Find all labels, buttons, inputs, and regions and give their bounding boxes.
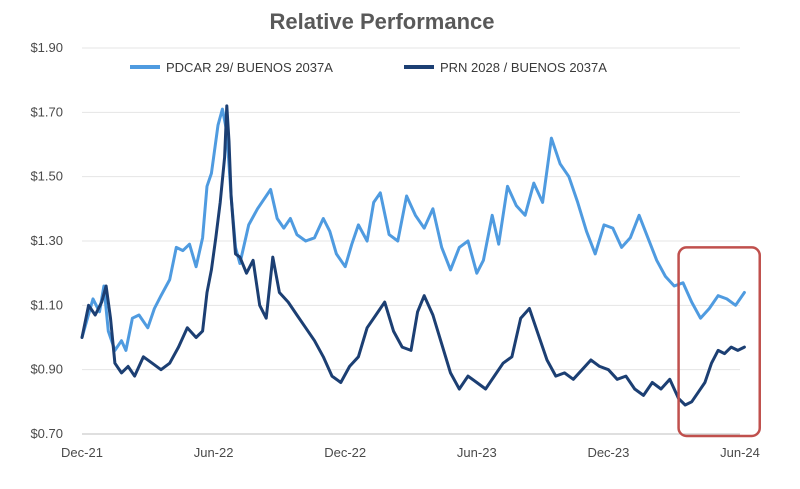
- chart-title: Relative Performance: [270, 9, 495, 34]
- y-tick-label: $1.70: [30, 104, 63, 119]
- y-tick-label: $1.10: [30, 297, 63, 312]
- x-tick-label: Jun-24: [720, 445, 760, 460]
- legend-label-prn: PRN 2028 / BUENOS 2037A: [440, 60, 607, 75]
- x-tick-label: Jun-22: [194, 445, 234, 460]
- legend: PDCAR 29/ BUENOS 2037A PRN 2028 / BUENOS…: [130, 60, 607, 75]
- y-tick-label: $0.70: [30, 426, 63, 441]
- legend-label-pdcar: PDCAR 29/ BUENOS 2037A: [166, 60, 333, 75]
- highlight-region: [677, 246, 761, 438]
- gridlines: [82, 47, 740, 435]
- series-lines: [80, 104, 746, 407]
- x-axis-ticks: Dec-21 Jun-22 Dec-22 Jun-23 Dec-23 Jun-24: [61, 445, 760, 460]
- y-tick-label: $1.50: [30, 169, 63, 184]
- series-line-pdcar: [80, 107, 746, 352]
- y-tick-label: $0.90: [30, 362, 63, 377]
- y-tick-label: $1.90: [30, 40, 63, 55]
- y-tick-label: $1.30: [30, 233, 63, 248]
- x-tick-label: Dec-23: [587, 445, 629, 460]
- x-tick-label: Jun-23: [457, 445, 497, 460]
- highlight-box: [677, 246, 761, 438]
- y-axis-ticks: $0.70 $0.90 $1.10 $1.30 $1.50 $1.70 $1.90: [30, 40, 63, 441]
- series-line-prn: [80, 104, 746, 407]
- x-tick-label: Dec-22: [324, 445, 366, 460]
- x-tick-label: Dec-21: [61, 445, 103, 460]
